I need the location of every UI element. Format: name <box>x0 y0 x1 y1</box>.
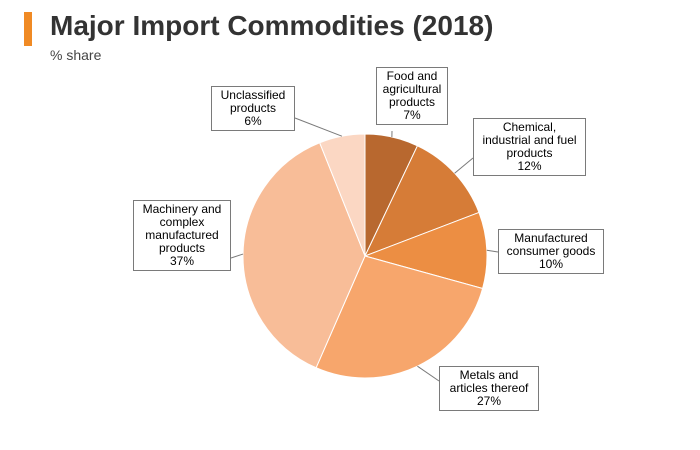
label-chemical: Chemical, industrial and fuel products 1… <box>473 118 586 176</box>
pie-slice <box>319 133 366 257</box>
chart-subtitle: % share <box>50 47 102 63</box>
label-manufactured-consumer: Manufactured consumer goods 10% <box>498 229 604 274</box>
label-food: Food and agricultural products 7% <box>376 67 448 125</box>
label-machinery: Machinery and complex manufactured produ… <box>133 200 231 271</box>
leader-line <box>454 157 474 174</box>
pie-slice <box>364 145 480 257</box>
chart-title: Major Import Commodities (2018) <box>50 10 494 41</box>
pie-slice <box>363 211 488 290</box>
leader-line <box>230 253 244 259</box>
title-accent-bar <box>24 12 32 46</box>
label-metals: Metals and articles thereof 27% <box>439 366 539 411</box>
pie-slice <box>315 255 484 379</box>
leader-line <box>417 365 440 382</box>
leader-line <box>486 249 499 253</box>
label-unclassified: Unclassified products 6% <box>211 86 295 131</box>
leader-line <box>294 117 343 137</box>
